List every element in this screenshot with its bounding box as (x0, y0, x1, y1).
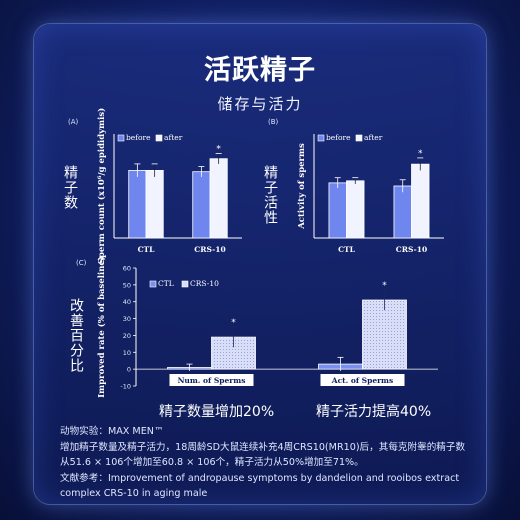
side-label-sperm-activity: 精子活性 (262, 165, 278, 225)
chart2-legend-label-CTL: CTL (158, 279, 174, 288)
chart1-bar-after-1 (411, 163, 430, 239)
chart1-legend-label-before: before (326, 133, 351, 142)
chart0-sig-star-0: * (216, 145, 221, 155)
chart2-ytick-label-6: 50 (123, 281, 131, 289)
chart1-legend-label-after: after (364, 133, 383, 142)
chart1-bar-before-0 (328, 182, 347, 239)
chart2-ytick-label-5: 40 (123, 298, 131, 306)
chart1-panel-label: (B) (268, 118, 279, 126)
chart0-legend-label-after: after (164, 133, 183, 142)
chart2-ytick-label-4: 30 (123, 315, 131, 323)
chart1-xtick-0: CTL (338, 245, 356, 254)
chart0-bar-after-0 (145, 169, 164, 239)
chart0-legend-label-before: before (126, 133, 151, 142)
side-label-improved-rate: 改善百分比 (68, 298, 84, 373)
chart2-ytick-label-7: 60 (123, 265, 131, 273)
notes-line-2: 增加精子数量及精子活力，18周龄SD大鼠连续补充4周CRS10(MR10)后，其… (60, 441, 466, 453)
chart0-bar-after-1 (209, 158, 228, 239)
notes-line-1: 动物实验：MAX MEN™ (60, 426, 164, 437)
chart1-bar-after-0 (346, 180, 365, 239)
notes-line-4: 文献参考：Improvement of andropause symptoms … (60, 472, 460, 484)
chart2-sig-star-0: * (231, 318, 236, 328)
chart2-xtick-1: Act. of Sperms (331, 376, 393, 385)
chart1-bar-before-1 (393, 185, 412, 239)
chart2-sig-star-1: * (382, 281, 387, 291)
chart0-legend-swatch-after (155, 134, 163, 142)
caption-count-increase: 精子数量增加20% (159, 404, 275, 420)
chart0-xtick-1: CRS-10 (194, 245, 225, 254)
content-card (34, 24, 486, 504)
chart2-ylabel: Improved rate (% of baseline) (96, 256, 107, 398)
chart1-ylabel: Activity of sperms (297, 143, 307, 230)
notes-line-5: complex CRS-10 in aging male (60, 488, 208, 499)
chart1-legend-swatch-before (317, 134, 325, 142)
page-subtitle: 储存与活力 (217, 95, 303, 113)
notes-line-3: 从51.6 × 106个增加至60.8 × 106个，精子活力从50%增加至71… (60, 457, 364, 468)
chart2-ytick-label-1: 0 (127, 366, 131, 374)
chart1-xtick-1: CRS-10 (396, 245, 427, 254)
side-label-sperm-count: 精子数 (62, 165, 78, 210)
chart2-xtick-0: Num. of Sperms (178, 376, 246, 385)
chart2-ytick-label-3: 20 (123, 332, 131, 340)
chart0-bar-before-1 (192, 171, 211, 239)
caption-activity-increase: 精子活力提高40% (316, 404, 432, 420)
chart0-legend-swatch-before (117, 134, 125, 142)
chart0-xtick-0: CTL (138, 245, 156, 254)
chart2-bar-CRS-10-1 (362, 299, 407, 370)
chart2-legend-swatch-CTL (149, 280, 157, 288)
chart0-ylabel: Sperm count (x10⁶/g epididymis) (96, 108, 107, 264)
page-title: 活跃精子 (204, 55, 316, 86)
chart2-xlabel-bg-1 (320, 374, 405, 386)
chart2-legend-label-CRS-10: CRS-10 (190, 279, 219, 288)
chart2-panel-label: (C) (76, 259, 87, 267)
study-notes: 动物实验：MAX MEN™ 增加精子数量及精子活力，18周龄SD大鼠连续补充4周… (60, 424, 480, 502)
chart2-ytick-label-2: 10 (123, 349, 131, 357)
chart0-bar-before-0 (128, 169, 147, 239)
chart2-xlabel-bg-0 (169, 374, 254, 386)
chart0-panel-label: (A) (68, 118, 79, 126)
chart1-sig-star-0: * (418, 149, 423, 159)
chart2-ytick-label-0: -10 (120, 383, 131, 391)
chart2-legend-swatch-CRS-10 (181, 280, 189, 288)
chart1-legend-swatch-after (355, 134, 363, 142)
